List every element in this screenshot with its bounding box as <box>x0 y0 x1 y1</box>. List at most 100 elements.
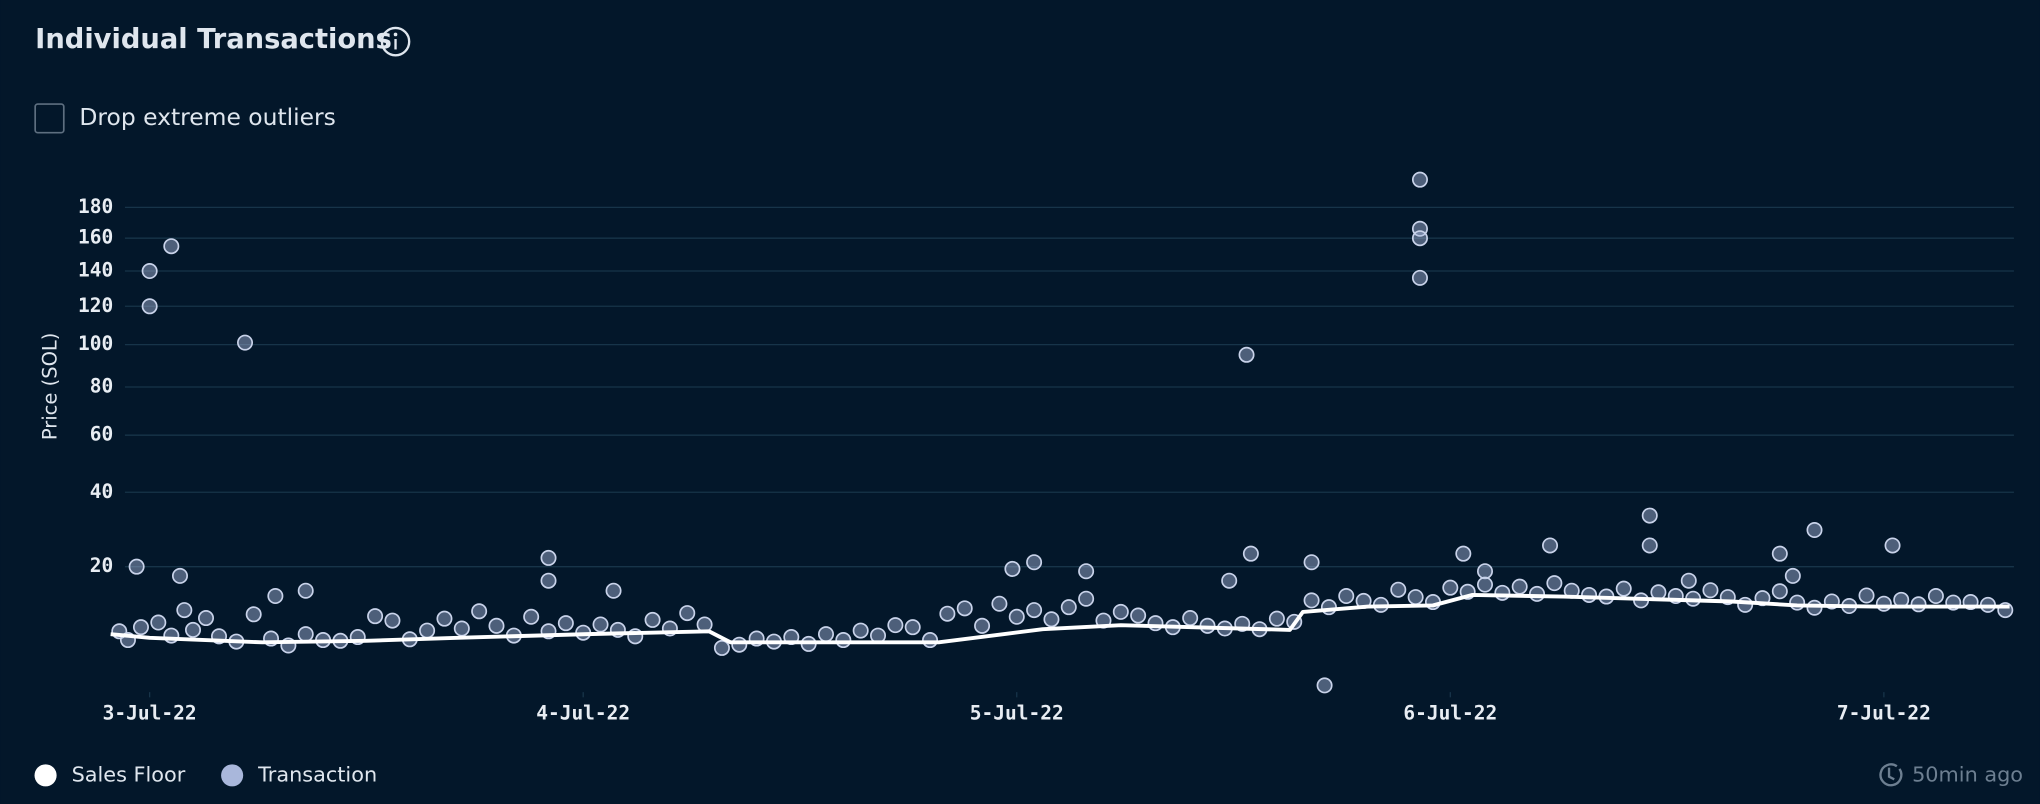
transaction-point <box>1737 596 1754 613</box>
transaction-point <box>453 620 470 637</box>
x-tick-label: 7-Jul-22 <box>1837 702 1931 725</box>
y-tick-label: 40 <box>90 480 113 503</box>
transaction-point <box>1026 602 1043 619</box>
transaction-point <box>1112 603 1129 620</box>
transaction-point <box>163 238 180 255</box>
transaction-point <box>1875 595 1892 612</box>
transaction-point <box>1338 588 1355 605</box>
transaction-point <box>419 622 436 639</box>
legend-label: Sales Floor <box>72 762 186 786</box>
transaction-point <box>1771 583 1788 600</box>
transaction-point <box>974 617 991 634</box>
transaction-point <box>1771 545 1788 562</box>
transaction-point <box>471 603 488 620</box>
transaction-point <box>1411 269 1428 286</box>
title: Individual Transactions <box>35 24 392 55</box>
transaction-point <box>1242 545 1259 562</box>
transaction-point <box>713 639 730 656</box>
transaction-point <box>1927 588 1944 605</box>
transaction-point <box>1303 554 1320 571</box>
x-tick-label: 5-Jul-22 <box>970 702 1064 725</box>
transaction-point <box>1494 584 1511 601</box>
transaction-point <box>644 611 661 628</box>
y-tick-label: 80 <box>90 375 113 398</box>
transaction-point <box>1615 580 1632 597</box>
transaction-point <box>991 595 1008 612</box>
y-tick-label: 60 <box>90 423 113 446</box>
transaction-point <box>1182 610 1199 627</box>
transaction-point <box>1910 596 1927 613</box>
transaction-point <box>267 588 284 605</box>
transaction-point <box>679 605 696 622</box>
transaction-point <box>1316 677 1333 694</box>
y-axis-label: Price (SOL) <box>38 333 61 441</box>
transaction-point <box>1078 563 1095 580</box>
transaction-point <box>171 567 188 584</box>
transaction-point <box>1078 590 1095 607</box>
transaction-point <box>1858 587 1875 604</box>
y-tick-label: 140 <box>78 259 113 282</box>
transaction-point <box>1221 572 1238 589</box>
transaction-point <box>817 626 834 643</box>
transaction-point <box>1529 585 1546 602</box>
transaction-point <box>132 619 149 636</box>
transaction-point <box>1268 610 1285 627</box>
x-tick-label: 6-Jul-22 <box>1403 702 1497 725</box>
checkbox-label[interactable]: Drop extreme outliers <box>79 103 335 131</box>
transaction-point <box>384 612 401 629</box>
legend-marker <box>34 764 57 787</box>
transaction-point <box>1442 579 1459 596</box>
status-text: 50min ago <box>1912 762 2023 786</box>
transaction-point <box>1784 567 1801 584</box>
transaction-point <box>1476 563 1494 580</box>
transaction-point <box>523 608 540 625</box>
sales-floor-line <box>110 592 2010 645</box>
transaction-point <box>184 621 201 638</box>
transaction-point <box>1789 594 1806 611</box>
transaction-point <box>141 298 158 315</box>
transaction-point <box>904 619 921 636</box>
transaction-point <box>592 616 609 633</box>
transaction-point <box>1806 522 1823 539</box>
transaction-point <box>488 617 505 634</box>
status-icon <box>1879 763 1903 787</box>
transaction-point <box>1320 599 1337 616</box>
transaction-point <box>1581 586 1598 603</box>
transaction-point <box>141 263 158 280</box>
y-tick-label: 160 <box>78 226 113 249</box>
transaction-point <box>297 582 314 599</box>
transaction-point <box>887 617 904 634</box>
transaction-point <box>367 608 384 625</box>
transaction-point <box>1026 554 1043 571</box>
transaction-point <box>245 606 262 623</box>
transaction-point <box>436 610 453 627</box>
transaction-point <box>956 600 973 617</box>
transaction-point <box>1455 545 1472 562</box>
transaction-point <box>557 615 574 632</box>
transaction-point <box>540 549 557 566</box>
transaction-point <box>150 614 167 631</box>
y-tick-label: 180 <box>78 195 113 218</box>
transaction-point <box>1390 581 1407 598</box>
transaction-point <box>1060 599 1077 616</box>
y-tick-label: 120 <box>78 294 113 317</box>
transaction-point <box>1238 346 1255 363</box>
transaction-point <box>1546 575 1563 592</box>
y-tick-label: 100 <box>78 332 113 355</box>
transaction-point <box>1043 611 1060 628</box>
transaction-point <box>237 334 254 351</box>
transaction-point <box>1884 537 1901 554</box>
info-icon[interactable] <box>380 26 411 57</box>
checkbox[interactable] <box>34 103 65 134</box>
transaction-point <box>1806 599 1823 616</box>
legend-marker <box>221 764 244 787</box>
transaction-point <box>1476 576 1494 593</box>
transaction-point <box>1680 572 1697 589</box>
transaction-point <box>1004 560 1021 577</box>
y-tick-label: 20 <box>90 554 113 577</box>
transaction-point <box>128 558 145 575</box>
transaction-point <box>605 582 622 599</box>
transaction-point <box>922 632 939 649</box>
